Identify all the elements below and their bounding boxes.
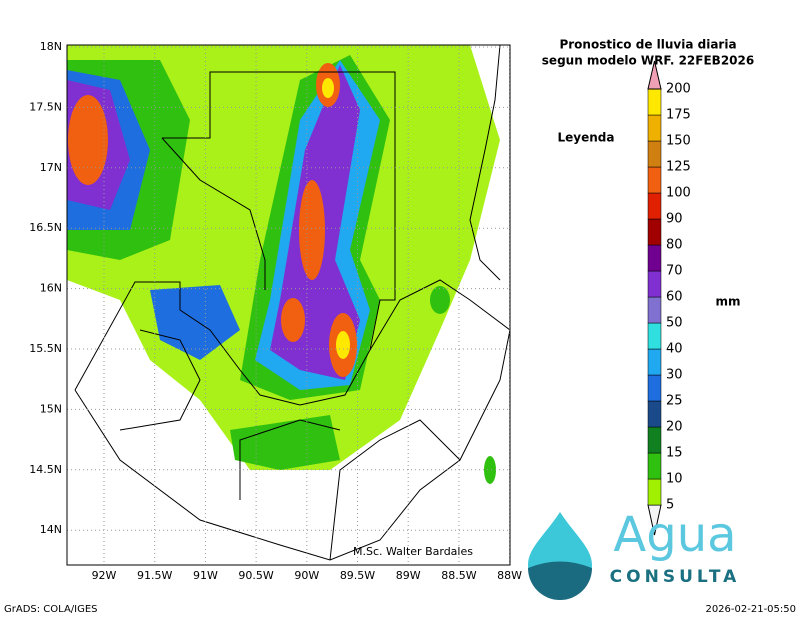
lon-label: 89W: [396, 569, 421, 582]
colorbar-label: 90: [666, 212, 683, 227]
colorbar-label: 10: [666, 472, 683, 487]
unit: mm: [715, 295, 740, 309]
colorbar-band: [647, 348, 662, 376]
colorbar-band: [647, 296, 662, 324]
lat-label: 14N: [40, 523, 62, 536]
footer-right: 2026-02-21-05:50: [705, 604, 796, 615]
lon-label: 88.5W: [441, 569, 476, 582]
colorbar-band: [647, 140, 662, 168]
logo: Agua CONSULTA: [528, 507, 741, 600]
colorbar-band: [647, 452, 662, 480]
colorbar-label: 5: [666, 498, 674, 513]
lat-label: 16N: [40, 282, 62, 295]
footer-left: GrADS: COLA/IGES: [4, 604, 98, 615]
lon-label: 90.5W: [238, 569, 273, 582]
colorbar-label: 80: [666, 238, 683, 253]
lon-label: 92W: [92, 569, 117, 582]
colorbar-band: [647, 114, 662, 142]
lat-label: 16.5N: [29, 221, 62, 234]
colorbar-band: [647, 270, 662, 298]
title-line2: segun modelo WRF. 22FEB2026: [542, 54, 754, 68]
logo-subtitle: CONSULTA: [610, 567, 741, 587]
colorbar-band: [647, 374, 662, 402]
lon-label: 89.5W: [340, 569, 375, 582]
colorbar-label: 40: [666, 342, 683, 357]
colorbar-label: 70: [666, 264, 683, 279]
colorbar-label: 30: [666, 368, 683, 383]
logo-name: Agua: [613, 507, 736, 563]
colorbar-label: 150: [666, 134, 691, 149]
credit: M.Sc. Walter Bardales: [353, 545, 473, 558]
colorbar-high: [647, 60, 662, 90]
colorbar-band: [647, 400, 662, 428]
lat-label: 15N: [40, 402, 62, 415]
colorbar-label: 20: [666, 420, 683, 435]
colorbar-label: 15: [666, 446, 683, 461]
lon-label: 88W: [497, 569, 522, 582]
colorbar-label: 25: [666, 394, 683, 409]
colorbar-band: [647, 426, 662, 454]
colorbar: 5 10 15 20 25 30 40 50 60 70 80 90 100 125 150 175 200: [647, 60, 691, 536]
colorbar-band: [647, 322, 662, 350]
lon-label: 91.5W: [137, 569, 172, 582]
title-line1: Pronostico de lluvia diaria: [559, 38, 736, 52]
lat-label: 14.5N: [29, 463, 62, 476]
colorbar-label: 60: [666, 290, 683, 305]
lon-axis: 92W 91.5W 91W 90.5W 90W 89.5W 89W 88.5W 88W: [92, 569, 523, 582]
colorbar-band: [647, 88, 662, 116]
borders: [74, 45, 510, 561]
colorbar-label: 175: [666, 108, 691, 123]
plot-frame: [66, 44, 511, 566]
colorbar-label: 100: [666, 186, 691, 201]
colorbar-band: [647, 244, 662, 272]
colorbar-label: 125: [666, 160, 691, 175]
rain-field: [67, 45, 510, 565]
lat-axis: 18N 17.5N 17N 16.5N 16N 15.5N 15N 14.5N 14N: [29, 40, 62, 536]
lat-label: 18N: [40, 40, 62, 53]
colorbar-band: [647, 166, 662, 194]
lat-label: 17N: [40, 161, 62, 174]
colorbar-band: [647, 218, 662, 246]
colorbar-label: 200: [666, 82, 691, 97]
colorbar-label: 50: [666, 316, 683, 331]
colorbar-band: [647, 192, 662, 220]
lat-label: 17.5N: [29, 100, 62, 113]
colorbar-band: [647, 478, 662, 506]
lon-label: 91W: [193, 569, 218, 582]
legend-label: Leyenda: [558, 131, 615, 145]
lat-label: 15.5N: [29, 342, 62, 355]
lon-label: 90W: [294, 569, 319, 582]
